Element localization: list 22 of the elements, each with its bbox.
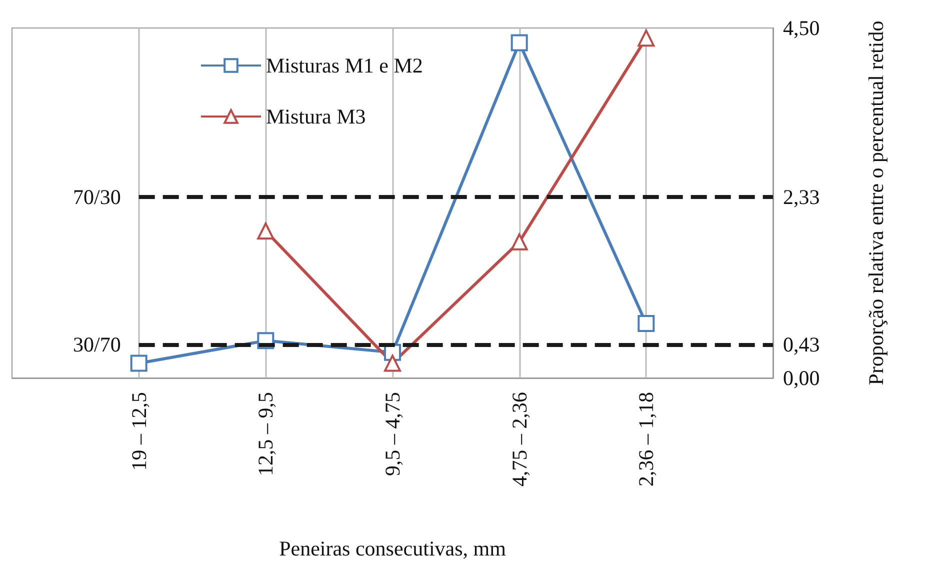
point [638,30,655,47]
point [130,354,148,372]
point [638,315,655,332]
point [384,354,401,372]
y-tick-label: 0,00 [783,366,820,390]
legend-label: Misturas M1 e M2 [266,54,423,78]
y-tick-label: 0,43 [783,332,820,357]
x-tick-label: 19 – 12,5 [126,392,151,471]
annotation: 70/30 [72,184,121,209]
x-tick-label: 2,36 – 1,18 [634,392,658,486]
x-tick-label: 12,5 – 9,5 [254,392,278,476]
point [510,233,528,250]
x-axis-title: Peneiras consecutivas, mm [279,536,506,560]
y-tick-label: 4,50 [783,16,820,40]
annotation: 30/70 [72,332,121,357]
legend-label: Mistura M3 [266,104,366,128]
x-tick-label: 4,75 – 2,36 [507,392,532,486]
y-tick-label: 2,33 [783,184,820,209]
x-tick-label: 9,5 – 4,75 [380,392,404,476]
point [257,222,274,240]
y-axis-title: Proporção relativa entre o percentual retido [864,20,888,386]
point [510,34,528,52]
